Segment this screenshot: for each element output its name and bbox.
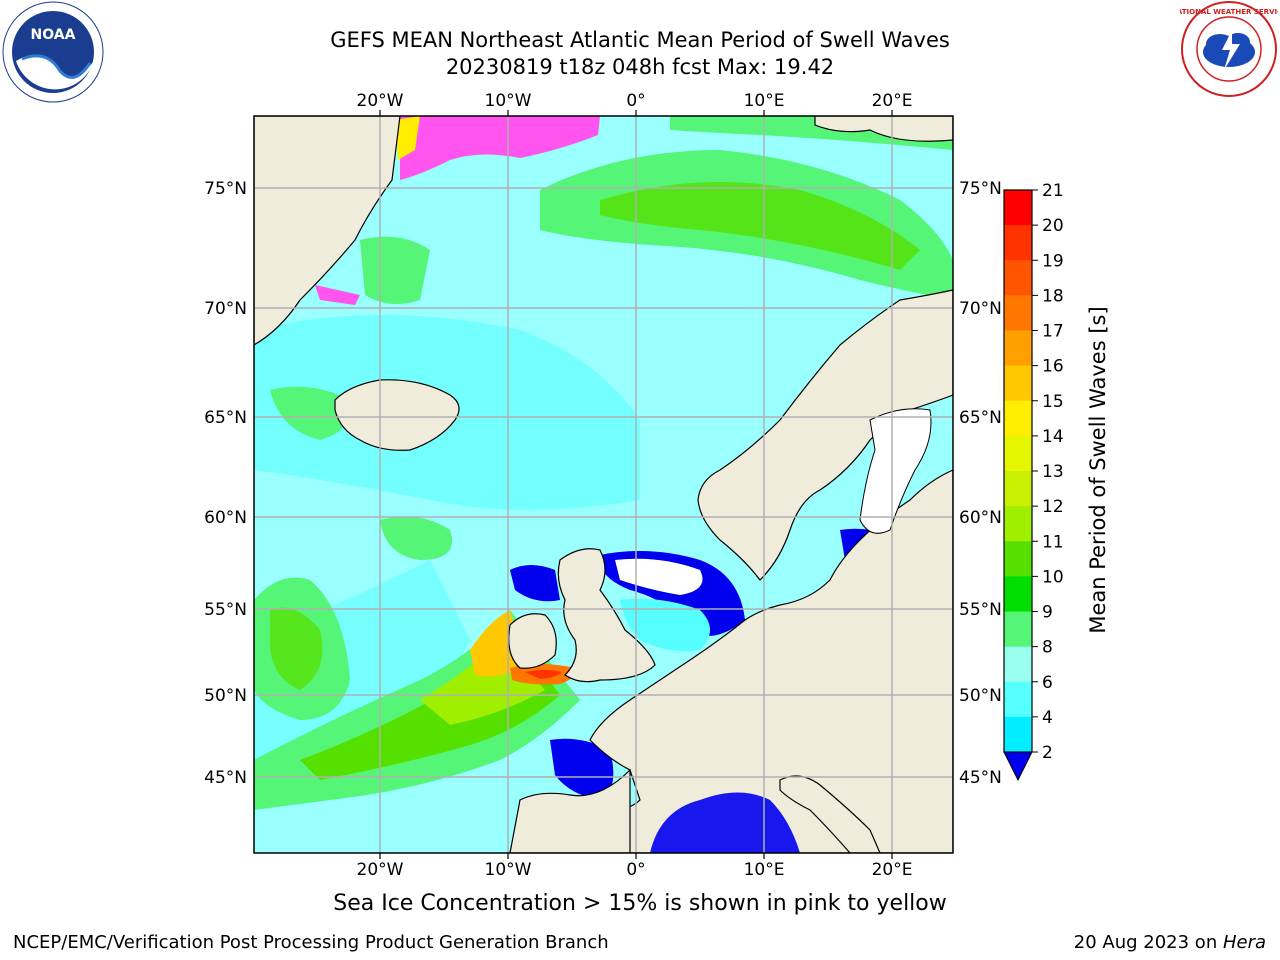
land-ireland — [508, 613, 557, 669]
land-italy — [779, 775, 881, 853]
footer-date: 20 Aug 2023 on Hera — [1074, 932, 1266, 953]
colorbar-tick-label: 14 — [1042, 427, 1064, 447]
bottom-lon-label: 10°E — [744, 860, 785, 880]
left-lat-label: 50°N — [204, 686, 247, 706]
swell-field-2-low — [650, 792, 800, 853]
swell-field-11 — [270, 607, 323, 690]
top-lon-label: 20°W — [357, 91, 404, 111]
colorbar-tick-label: 18 — [1042, 286, 1064, 306]
footer-host: Hera — [1222, 932, 1266, 953]
map-title: GEFS MEAN Northeast Atlantic Mean Period… — [330, 28, 950, 52]
colorbar-swatch — [1004, 330, 1032, 367]
colorbar-swatch — [1004, 471, 1032, 507]
right-lat-label: 60°N — [959, 508, 1002, 528]
colorbar-swatch — [1004, 541, 1032, 577]
left-lat-label: 60°N — [204, 508, 247, 528]
map-subtitle: 20230819 t18z 048h fcst Max: 19.42 — [445, 55, 835, 79]
right-lat-label: 75°N — [959, 179, 1002, 199]
land-iberia — [509, 768, 631, 853]
top-lon-label: 20°E — [872, 91, 913, 111]
right-lat-label: 65°N — [959, 408, 1002, 428]
swell-field-9-10 — [270, 386, 351, 440]
colorbar-swatch — [1004, 190, 1032, 226]
colorbar-swatch — [1004, 225, 1032, 261]
left-lat-label: 65°N — [204, 408, 247, 428]
sea-ice-pink — [400, 116, 600, 180]
colorbar-tick-label: 2 — [1042, 743, 1053, 763]
right-lat-label: 50°N — [959, 686, 1002, 706]
bottom-lon-label: 20°W — [357, 860, 404, 880]
colorbar-tick-label: 15 — [1042, 392, 1064, 412]
land-svalbard — [814, 116, 953, 142]
swell-field-2-low — [510, 565, 560, 602]
tick-marks — [379, 110, 893, 859]
left-lat-label: 55°N — [204, 600, 247, 620]
no-data-area — [615, 558, 703, 595]
right-lat-label: 70°N — [959, 299, 1002, 319]
graticule — [254, 116, 953, 853]
sea-ice-yellow — [395, 116, 420, 160]
colorbar-tick-label: 19 — [1042, 251, 1064, 271]
colorbar-tick-label: 12 — [1042, 497, 1064, 517]
sea-ice-pink — [315, 285, 360, 305]
swell-field-2-low — [550, 738, 614, 800]
land-great-britain — [557, 548, 656, 683]
nws-logo-text: NATIONAL WEATHER SERVICE — [1180, 8, 1278, 16]
colorbar-swatch — [1004, 611, 1032, 648]
left-lat-label: 70°N — [204, 299, 247, 319]
colorbar-swatch — [1004, 681, 1032, 718]
colorbar-tick-label: 9 — [1042, 603, 1053, 623]
top-lon-label: 0° — [626, 91, 645, 111]
colorbar-tick-label: 16 — [1042, 357, 1064, 377]
colorbar: 21 20 19 18 17 16 15 14 13 12 11 10 9 8 6 4 2 — [1003, 181, 1064, 782]
colorbar-swatch — [1004, 435, 1032, 472]
bottom-lon-label: 20°E — [872, 860, 913, 880]
bottom-lon-label: 0° — [626, 860, 645, 880]
swell-field-9-10 — [360, 236, 430, 304]
colorbar-swatch — [1004, 646, 1032, 683]
swell-field-16 — [470, 610, 517, 677]
swell-field-11 — [600, 182, 920, 270]
colorbar-swatch — [1004, 506, 1032, 542]
colorbar-tick-label: 6 — [1042, 673, 1053, 693]
footer-date-text: 20 Aug 2023 on — [1073, 932, 1223, 953]
right-lat-label: 45°N — [959, 768, 1002, 788]
bottom-lon-label: 10°W — [485, 860, 532, 880]
colorbar-tick-label: 17 — [1042, 322, 1064, 342]
noaa-logo: NOAA — [2, 1, 104, 103]
map-area — [254, 116, 953, 853]
top-lon-label: 10°E — [744, 91, 785, 111]
left-lat-label: 45°N — [204, 768, 247, 788]
nws-logo: NATIONAL WEATHER SERVICE — [1171, 0, 1280, 98]
baltic-no-data — [859, 408, 932, 534]
colorbar-label: Mean Period of Swell Waves [s] — [1086, 306, 1110, 633]
colorbar-tick-label: 11 — [1042, 532, 1064, 552]
swell-field-6-8 — [620, 598, 710, 652]
colorbar-swatch — [1004, 295, 1032, 331]
footer-credit: NCEP/EMC/Verification Post Processing Pr… — [13, 932, 609, 953]
sea-ice-caption: Sea Ice Concentration > 15% is shown in … — [333, 891, 947, 916]
land-scandinavia — [697, 289, 953, 581]
colorbar-swatch — [1004, 260, 1032, 296]
colorbar-tick-label: 8 — [1042, 638, 1053, 658]
colorbar-tick-label: 20 — [1042, 216, 1064, 236]
colorbar-tick-label: 10 — [1042, 567, 1064, 587]
colorbar-swatch — [1004, 400, 1032, 437]
colorbar-swatch — [1004, 716, 1032, 753]
colorbar-tick-label: 13 — [1042, 462, 1064, 482]
colorbar-swatch — [1004, 365, 1032, 402]
left-lat-label: 75°N — [204, 179, 247, 199]
colorbar-tick-label: 21 — [1042, 181, 1064, 201]
colorbar-tick-label: 4 — [1042, 708, 1053, 728]
swell-field-9-10 — [380, 516, 452, 560]
colorbar-swatch — [1004, 576, 1032, 612]
colorbar-extend-triangle — [1003, 751, 1033, 782]
map-frame — [253, 115, 954, 854]
swell-field-20 — [525, 670, 562, 679]
noaa-logo-text: NOAA — [31, 27, 76, 43]
land-greenland — [254, 116, 401, 346]
top-lon-label: 10°W — [485, 91, 532, 111]
right-lat-label: 55°N — [959, 600, 1002, 620]
